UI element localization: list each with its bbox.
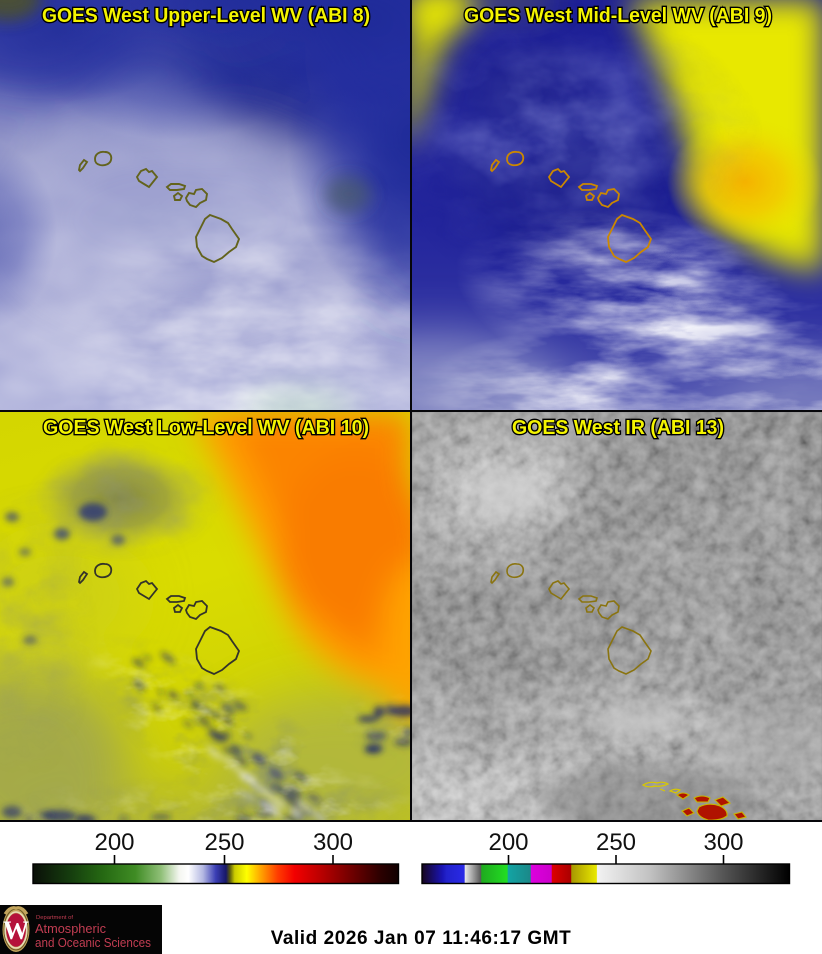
svg-text:Department of: Department of bbox=[36, 915, 74, 921]
svg-text:W: W bbox=[3, 916, 29, 945]
svg-text:200: 200 bbox=[488, 829, 528, 856]
svg-text:250: 250 bbox=[204, 829, 244, 856]
svg-text:200: 200 bbox=[94, 829, 134, 856]
svg-text:Atmospheric: Atmospheric bbox=[35, 922, 106, 936]
svg-text:300: 300 bbox=[313, 829, 353, 856]
svg-text:300: 300 bbox=[703, 829, 743, 856]
svg-text:GOES West Upper-Level WV (ABI: GOES West Upper-Level WV (ABI 8) bbox=[42, 5, 370, 27]
svg-text:GOES West Low-Level WV (ABI 10: GOES West Low-Level WV (ABI 10) bbox=[43, 417, 369, 439]
svg-text:250: 250 bbox=[596, 829, 636, 856]
svg-text:GOES West IR (ABI 13): GOES West IR (ABI 13) bbox=[512, 417, 724, 439]
svg-text:GOES West Mid-Level WV (ABI 9): GOES West Mid-Level WV (ABI 9) bbox=[464, 5, 772, 27]
svg-text:and Oceanic Sciences: and Oceanic Sciences bbox=[35, 936, 151, 950]
